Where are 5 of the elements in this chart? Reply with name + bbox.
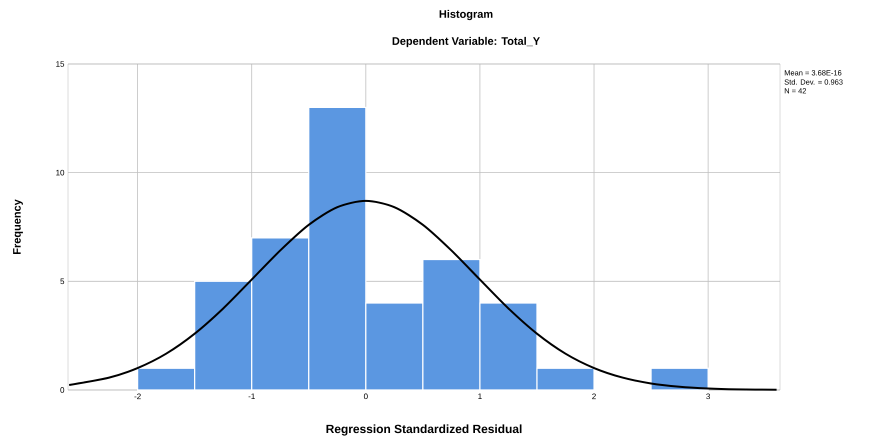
chart-subtitle: Dependent Variable: Total_Y [392,36,540,48]
line-series [68,200,778,391]
y-axis-title: Frequency [13,199,23,254]
x-axis-title: Regression Standardized Residual [326,424,522,436]
chart-title: Histogram [440,10,492,20]
